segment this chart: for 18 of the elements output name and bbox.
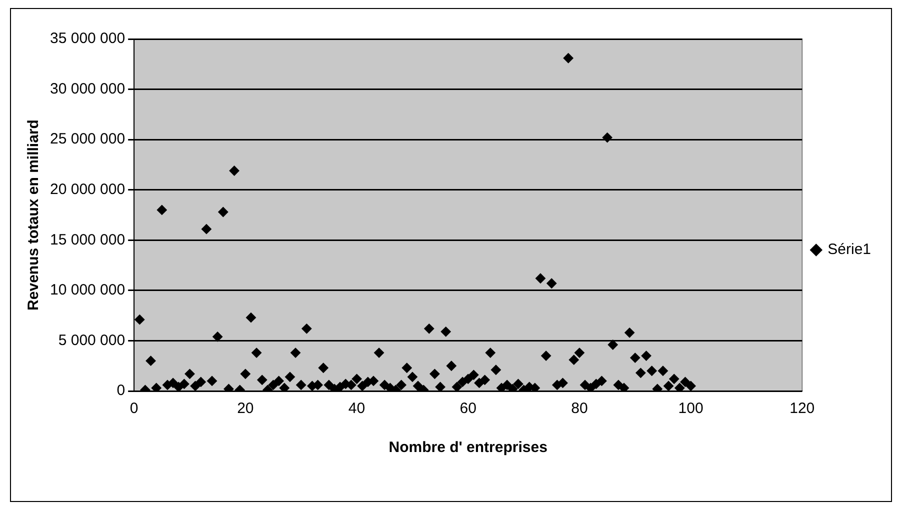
y-tick-label: 20 000 000 (50, 181, 126, 198)
y-axis-title: Revenus totaux en milliard (25, 120, 42, 310)
x-tick-label: 0 (130, 400, 138, 418)
y-tick-label: 15 000 000 (50, 231, 126, 248)
x-tick-label: 40 (348, 400, 366, 418)
legend-label: Série1 (828, 241, 871, 258)
y-tick-label: 30 000 000 (50, 80, 126, 98)
y-tick-label: 10 000 000 (50, 282, 126, 299)
y-tick-label: 5 000 000 (58, 332, 126, 349)
y-tick-label: 0 (116, 382, 126, 400)
x-tick-label: 80 (571, 400, 588, 418)
x-tick-label: 100 (678, 400, 704, 418)
x-tick-label: 20 (237, 400, 254, 418)
x-axis-title: Nombre d' entreprises (388, 439, 548, 456)
x-tick-label: 120 (790, 400, 815, 418)
y-tick-label: 35 000 000 (50, 30, 126, 48)
y-tick-label: 25 000 000 (50, 130, 126, 148)
x-tick-label: 60 (460, 400, 476, 418)
